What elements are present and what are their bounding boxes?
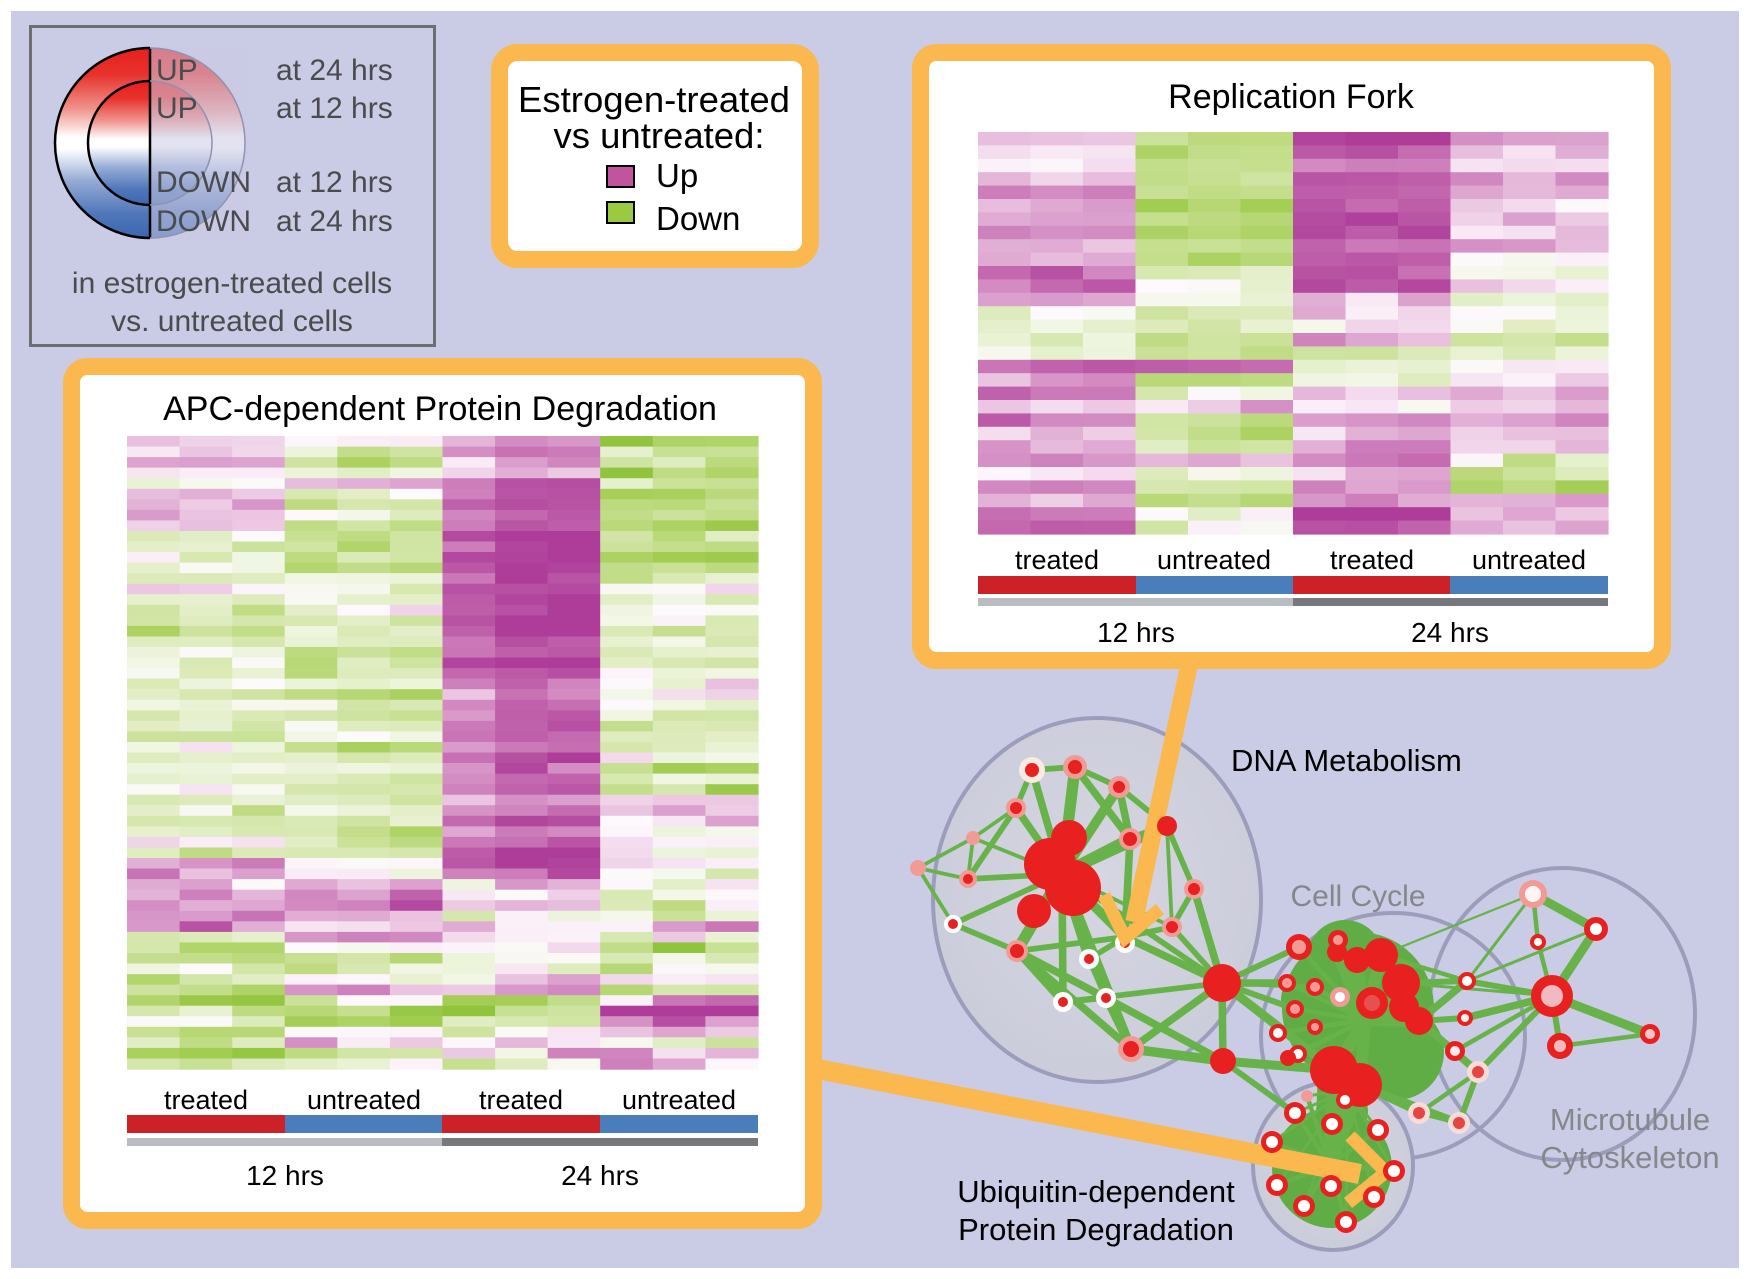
svg-text:12 hrs: 12 hrs bbox=[246, 1160, 324, 1191]
svg-text:Microtubule: Microtubule bbox=[1550, 1102, 1710, 1137]
svg-text:DNA Metabolism: DNA Metabolism bbox=[1231, 743, 1462, 778]
svg-text:treated: treated bbox=[164, 1085, 248, 1115]
svg-text:Replication Fork: Replication Fork bbox=[1168, 78, 1415, 116]
svg-text:vs. untreated cells: vs. untreated cells bbox=[111, 305, 353, 338]
svg-text:UP: UP bbox=[156, 54, 198, 87]
svg-text:at 12 hrs: at 12 hrs bbox=[276, 166, 393, 199]
svg-text:treated: treated bbox=[1015, 545, 1099, 575]
svg-text:24 hrs: 24 hrs bbox=[1411, 617, 1489, 648]
svg-text:DOWN: DOWN bbox=[156, 205, 251, 238]
svg-text:at 12 hrs: at 12 hrs bbox=[276, 92, 393, 125]
svg-text:treated: treated bbox=[1330, 545, 1414, 575]
svg-text:Estrogen-treated: Estrogen-treated bbox=[518, 79, 790, 120]
svg-text:at 24 hrs: at 24 hrs bbox=[276, 54, 393, 87]
svg-text:untreated: untreated bbox=[307, 1085, 421, 1115]
svg-text:at 24 hrs: at 24 hrs bbox=[276, 205, 393, 238]
svg-text:12 hrs: 12 hrs bbox=[1097, 617, 1175, 648]
svg-text:vs untreated:: vs untreated: bbox=[553, 115, 764, 156]
svg-text:Cell Cycle: Cell Cycle bbox=[1290, 880, 1425, 913]
svg-text:untreated: untreated bbox=[1472, 545, 1586, 575]
svg-text:Cytoskeleton: Cytoskeleton bbox=[1540, 1140, 1719, 1175]
svg-text:untreated: untreated bbox=[622, 1085, 736, 1115]
svg-text:Up: Up bbox=[656, 157, 698, 194]
svg-text:in estrogen-treated cells: in estrogen-treated cells bbox=[72, 267, 392, 300]
svg-text:Ubiquitin-dependent: Ubiquitin-dependent bbox=[957, 1174, 1235, 1209]
svg-text:untreated: untreated bbox=[1157, 545, 1271, 575]
svg-text:treated: treated bbox=[479, 1085, 563, 1115]
svg-text:DOWN: DOWN bbox=[156, 166, 251, 199]
svg-text:24 hrs: 24 hrs bbox=[561, 1160, 639, 1191]
svg-text:APC-dependent Protein Degradat: APC-dependent Protein Degradation bbox=[163, 390, 717, 428]
svg-text:Protein Degradation: Protein Degradation bbox=[958, 1212, 1234, 1247]
svg-text:Down: Down bbox=[656, 200, 740, 237]
svg-text:UP: UP bbox=[156, 92, 198, 125]
